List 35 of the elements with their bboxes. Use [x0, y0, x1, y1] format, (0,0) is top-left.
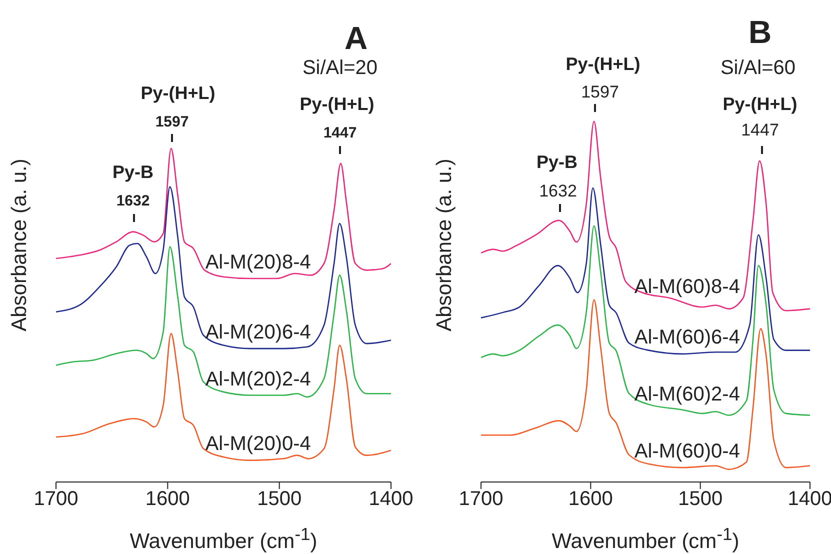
x-axis-title: Wavenumber (cm$^{-1}$)	[550, 524, 740, 554]
text: 1597	[581, 82, 619, 102]
text: Si/Al=60	[720, 57, 796, 79]
x-tick-label: 1500	[678, 488, 723, 510]
annotation: Py-B	[536, 152, 578, 172]
x-tick-label: 1700	[34, 488, 78, 510]
annotation: 1632	[539, 182, 577, 200]
text: Py-(H+L)	[300, 94, 374, 114]
x-tick-label: 1500	[257, 488, 302, 510]
text: A	[344, 20, 368, 56]
x-tick-label: 1700	[458, 488, 504, 510]
text: 1447	[323, 124, 357, 142]
series-label: Al-M(60)8-4	[634, 276, 740, 298]
x-tick-label: 1600	[568, 488, 613, 510]
text: Py-(H+L)	[722, 94, 798, 114]
annotation: 1447	[741, 120, 779, 140]
text: 1597	[155, 114, 189, 130]
text: Si/Al=20	[302, 57, 378, 79]
series-label: Al-M(60)6-4	[634, 326, 740, 349]
annotation: 1632	[116, 192, 150, 210]
x-axis-title: Wavenumber (cm$^{-1}$)	[128, 524, 318, 554]
series-label: Al-M(20)2-4	[205, 368, 311, 390]
text: Py-(H+L)	[140, 83, 216, 103]
series-label: Al-M(20)6-4	[205, 322, 311, 344]
text: B	[748, 14, 772, 50]
text: Py-(H+L)	[566, 54, 640, 74]
x-tick-label: 1400	[368, 488, 414, 510]
series-label: Al-M(20)8-4	[205, 252, 311, 274]
series-label: Al-M(60)0-4	[634, 440, 740, 462]
y-axis-title: Absorbance (a. u.)	[433, 158, 457, 332]
y-axis-title: Absorbance (a. u.)	[8, 158, 32, 332]
annotation: Py-B	[112, 162, 154, 182]
x-tick-label: 1600	[145, 488, 190, 510]
series-label: Al-M(20)0-4	[205, 432, 311, 455]
series-label: Al-M(60)2-4	[634, 384, 740, 406]
